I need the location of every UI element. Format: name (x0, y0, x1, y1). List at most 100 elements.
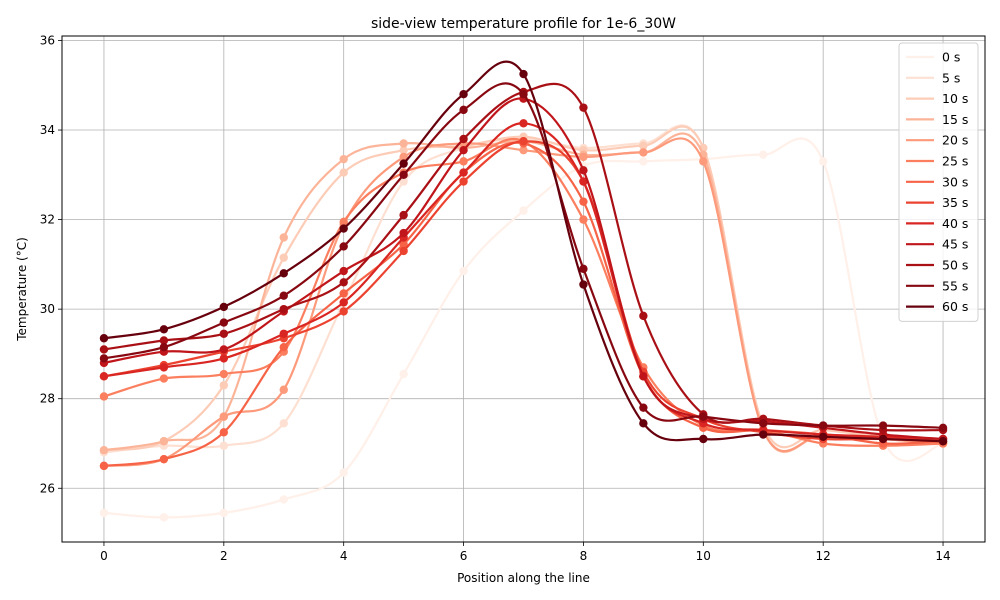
legend-label: 15 s (942, 112, 968, 127)
data-point (339, 298, 348, 307)
legend-box (898, 42, 979, 322)
series-11 (99, 82, 948, 433)
data-point (159, 336, 169, 345)
series-line (103, 132, 944, 453)
data-point (99, 508, 109, 518)
data-point (579, 103, 588, 112)
data-point (459, 157, 468, 166)
data-point (579, 152, 588, 162)
data-point (399, 246, 408, 256)
data-point (399, 177, 408, 186)
data-point (759, 150, 768, 159)
x-tick-label: 10 (696, 549, 711, 563)
data-point (579, 177, 588, 186)
legend-label: 55 s (942, 278, 968, 293)
data-point (459, 177, 468, 186)
data-point (399, 210, 408, 220)
series-line (103, 137, 944, 519)
data-point (639, 419, 648, 428)
data-point (339, 266, 348, 276)
grid (62, 36, 985, 542)
data-point (219, 441, 229, 450)
data-point (818, 421, 828, 430)
data-point (399, 139, 408, 148)
series-1 (99, 124, 948, 457)
data-point (219, 369, 229, 379)
legend-label: 40 s (942, 216, 968, 231)
data-point (339, 224, 348, 233)
data-point (639, 311, 648, 321)
data-point (99, 461, 109, 471)
data-point (639, 148, 648, 157)
y-axis-label: Temperature (°C) (15, 237, 29, 342)
y-tick-label: 30 (40, 302, 55, 316)
series-2 (99, 125, 948, 455)
data-point (639, 403, 648, 412)
data-point (279, 253, 288, 262)
data-point (459, 145, 468, 155)
data-point (399, 369, 408, 379)
data-point (159, 437, 169, 446)
x-tick-label: 6 (460, 549, 468, 563)
data-point (699, 412, 708, 421)
data-point (519, 90, 528, 99)
data-point (279, 419, 288, 428)
data-point (579, 280, 588, 289)
data-point (519, 119, 528, 128)
data-point (339, 168, 348, 177)
data-point (159, 374, 169, 383)
data-point (219, 345, 229, 354)
series-0 (99, 137, 948, 522)
legend-label: 0 s (942, 50, 960, 65)
x-tick-label: 4 (340, 549, 348, 563)
series-8 (99, 119, 948, 444)
data-point (99, 372, 109, 381)
series-line (103, 140, 944, 443)
data-point (818, 432, 828, 441)
x-tick-label: 12 (816, 549, 831, 563)
data-point (279, 343, 288, 352)
legend-label: 30 s (942, 174, 968, 189)
y-tick-label: 36 (40, 33, 55, 47)
series-7 (99, 137, 948, 446)
data-point (579, 197, 588, 206)
data-point (279, 269, 288, 278)
data-point (159, 454, 169, 464)
data-point (639, 141, 648, 150)
data-point (99, 392, 109, 401)
series-12 (99, 60, 948, 446)
data-point (339, 307, 348, 316)
data-point (339, 468, 348, 477)
data-point (339, 289, 348, 298)
data-point (279, 304, 288, 314)
legend-label: 25 s (942, 154, 968, 169)
data-point (639, 157, 648, 166)
legend: 0 s 5 s 10 s 15 s 20 s 25 s 30 s 35 s 40 s 45 s 50… (898, 42, 979, 322)
data-point (519, 145, 528, 155)
data-point (99, 345, 109, 354)
series-10 (99, 82, 948, 435)
series-line (103, 137, 944, 467)
data-point (219, 318, 229, 327)
data-point (759, 419, 768, 428)
data-point (339, 217, 348, 227)
data-point (938, 423, 948, 433)
x-tick-label: 14 (935, 549, 950, 563)
data-point (878, 421, 888, 430)
data-point (579, 166, 588, 175)
data-point (519, 206, 528, 215)
data-point (878, 434, 888, 444)
legend-label: 50 s (942, 258, 968, 273)
data-point (219, 329, 229, 338)
data-point (219, 302, 229, 312)
data-point (219, 508, 229, 518)
series-line (103, 82, 944, 432)
data-point (399, 145, 408, 155)
data-point (279, 495, 288, 504)
data-point (279, 291, 288, 300)
data-point (99, 354, 109, 363)
legend-label: 20 s (942, 133, 968, 148)
data-point (279, 233, 288, 242)
data-point (699, 157, 708, 166)
x-tick-label: 8 (580, 549, 588, 563)
